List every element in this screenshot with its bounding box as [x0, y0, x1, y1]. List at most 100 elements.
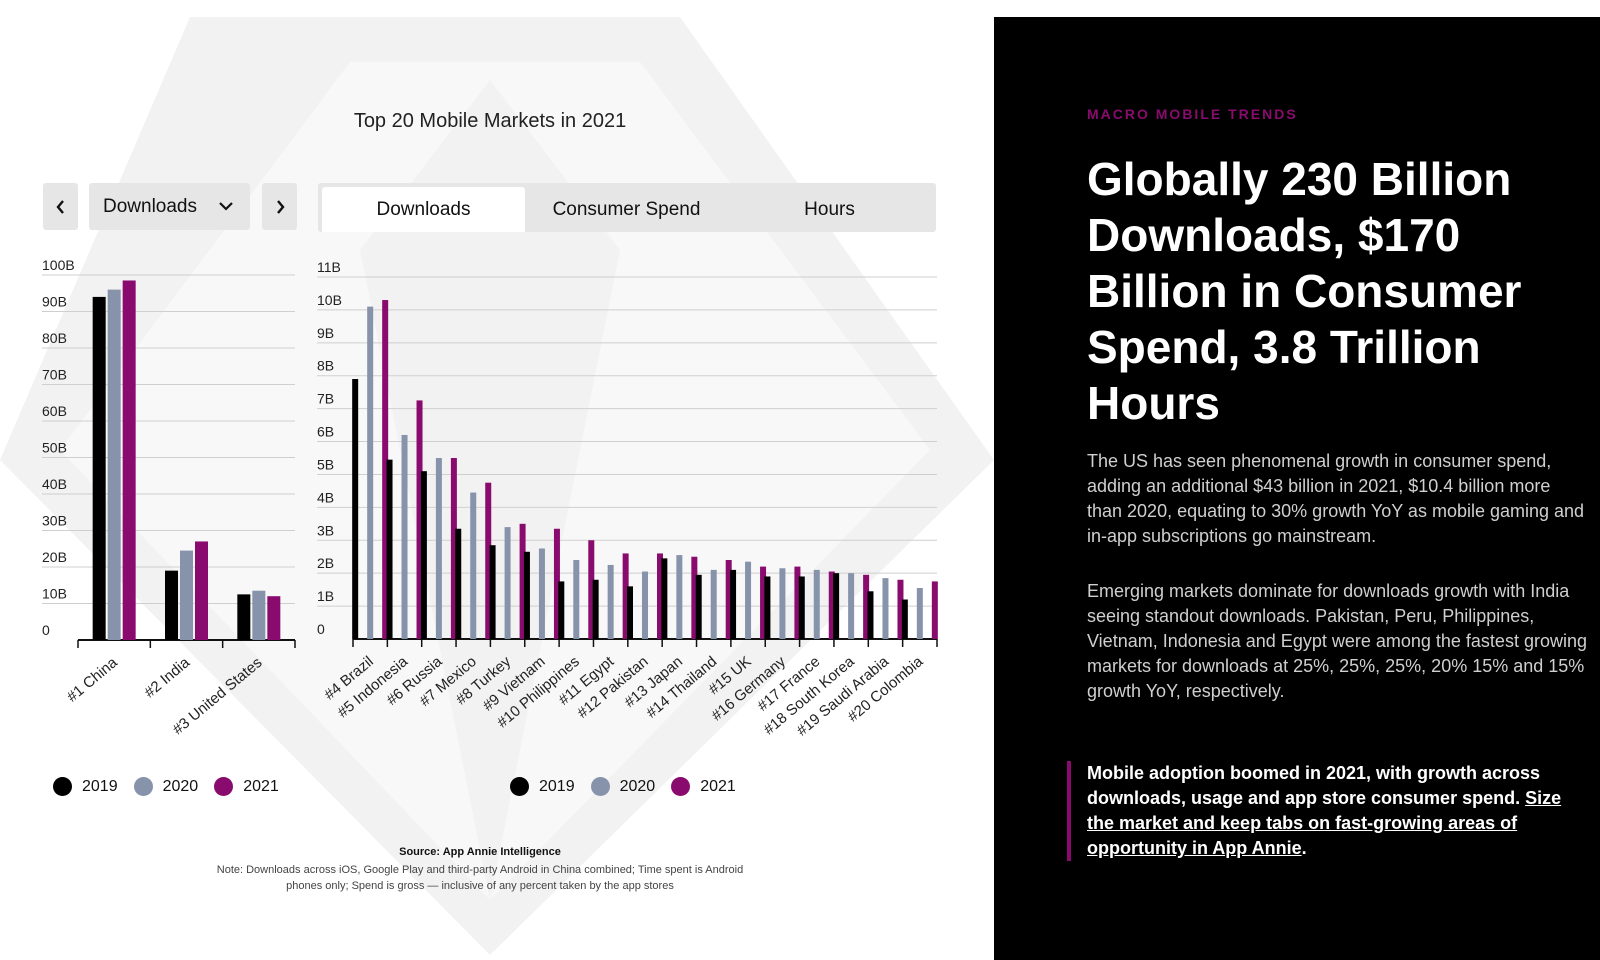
legend-item: 2020	[590, 777, 656, 796]
bar-2019	[523, 551, 530, 639]
y-tick-label: 60B	[42, 403, 67, 419]
chevron-right-icon	[276, 199, 285, 214]
y-tick-label: 1B	[317, 588, 334, 604]
legend-right: 2019 2020 2021	[510, 777, 752, 796]
bar-2021	[897, 579, 904, 639]
bar-2019	[798, 576, 805, 639]
headline: Globally 230 Billion Downloads, $170 Bil…	[1087, 153, 1522, 429]
bar-2020	[435, 458, 442, 639]
bar-2021	[382, 300, 389, 639]
bar-2021	[416, 400, 423, 639]
bar-2019	[455, 528, 462, 639]
y-tick-label: 6B	[317, 424, 334, 440]
bar-2019	[867, 591, 874, 639]
y-tick-label: 40B	[42, 476, 67, 492]
legend-item: 2021	[214, 777, 279, 796]
bar-2021	[931, 581, 938, 639]
bar-2019	[695, 574, 702, 639]
bar-2020	[470, 492, 477, 639]
bar-2020	[848, 573, 855, 639]
bar-2021	[691, 556, 698, 639]
bar-2019	[489, 545, 496, 639]
y-tick-label: 11B	[317, 259, 341, 275]
bar-2020	[401, 434, 408, 639]
bar-2021	[622, 553, 629, 639]
bar-2019	[627, 586, 633, 639]
metric-select-value: Downloads	[103, 195, 197, 217]
legend-label: 2020	[619, 777, 656, 795]
bar-2019	[833, 573, 840, 639]
bar-2020	[607, 564, 614, 639]
chevron-left-icon	[55, 199, 64, 214]
y-tick-label: 30B	[42, 513, 67, 529]
bar-2021	[725, 560, 732, 639]
bar-2019	[352, 379, 359, 639]
bar-2020	[504, 527, 511, 639]
trends-panel: MACRO MOBILE TRENDS Globally 230 Billion…	[994, 17, 1600, 960]
x-category-label: #1 China	[64, 654, 121, 706]
bar-2020	[710, 569, 717, 639]
bar-2020	[252, 590, 266, 640]
y-tick-label: 70B	[42, 367, 67, 383]
legend-swatch-2020	[590, 777, 610, 796]
bar-2019	[92, 296, 106, 640]
y-tick-label: 0	[317, 621, 325, 637]
bar-2019	[558, 581, 565, 639]
bar-2021	[485, 482, 492, 639]
legend-item: 2019	[53, 777, 118, 796]
legend-swatch-2020	[133, 777, 153, 796]
legend-swatch-2021	[671, 777, 691, 796]
bar-2021	[450, 458, 457, 639]
bar-2021	[122, 280, 136, 640]
top-3-markets-chart: 0 10B 20B 30B 40B 50B 60B 70B 80B 90B 100B #1 China…	[42, 257, 296, 738]
bar-2021	[828, 571, 835, 639]
bar-2020	[916, 587, 923, 639]
y-tick-label: 80B	[42, 330, 67, 346]
bar-2020	[642, 571, 648, 639]
metric-select[interactable]: Downloads	[89, 183, 250, 230]
bar-2019	[764, 576, 771, 639]
bar-2020	[676, 555, 683, 639]
chart-note: Note: Downloads across iOS, Google Play …	[210, 862, 750, 894]
y-tick-label: 4B	[317, 489, 334, 505]
legend-item: 2019	[510, 777, 575, 796]
bar-2020	[779, 568, 786, 639]
chart-title: Top 20 Mobile Markets in 2021	[353, 110, 627, 132]
y-tick-label: 3B	[317, 522, 334, 538]
bar-2020	[745, 561, 752, 639]
bar-2021	[760, 566, 767, 639]
tab-hours[interactable]: Hours	[804, 198, 855, 220]
x-category-label: #2 India	[141, 654, 193, 702]
bar-2020	[107, 289, 121, 640]
eyebrow-label: MACRO MOBILE TRENDS	[1087, 106, 1298, 122]
bar-2021	[195, 541, 208, 640]
legend-label: 2020	[162, 777, 199, 795]
tab-downloads[interactable]: Downloads	[322, 187, 525, 232]
bar-2019	[237, 594, 251, 640]
y-tick-label: 100B	[42, 257, 75, 273]
legend-swatch-2021	[214, 777, 234, 796]
tab-consumer-spend[interactable]: Consumer Spend	[552, 198, 701, 220]
bar-2021	[588, 540, 595, 639]
note-line: phones only; Spend is gross — inclusive …	[286, 880, 674, 892]
legend-item: 2020	[133, 777, 199, 796]
bar-2021	[553, 528, 560, 639]
legend-label: 2021	[700, 777, 736, 795]
y-tick-label: 8B	[317, 358, 334, 374]
previous-button[interactable]	[43, 183, 78, 230]
note-line: Note: Downloads across iOS, Google Play …	[216, 864, 744, 876]
bar-2020	[573, 560, 580, 639]
metric-tabs: Downloads Consumer Spend Hours	[318, 183, 936, 232]
y-tick-label: 9B	[317, 325, 334, 341]
app-annie-link[interactable]: Size the market and keep tabs on fast-gr…	[1087, 788, 1562, 858]
y-tick-label: 50B	[42, 440, 67, 456]
bar-2020	[367, 306, 374, 639]
bar-2019	[165, 570, 178, 640]
bar-2020	[538, 548, 545, 639]
legend-swatch-2019	[53, 777, 72, 796]
y-tick-label: 7B	[317, 391, 334, 407]
bar-2021	[657, 553, 663, 639]
next-button[interactable]	[262, 183, 297, 230]
callout-text: Mobile adoption boomed in 2021, with gro…	[1087, 763, 1541, 808]
